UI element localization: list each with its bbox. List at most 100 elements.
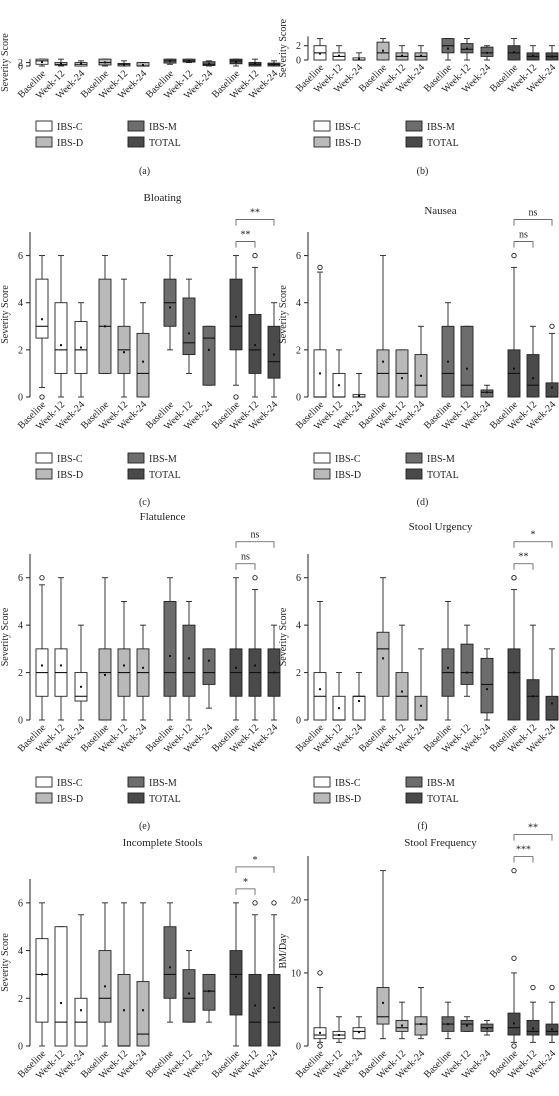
box-IBS-C-0 xyxy=(313,264,327,398)
box-mean xyxy=(358,57,360,60)
box-body xyxy=(229,950,243,1016)
y-tick-label: 2 xyxy=(296,41,301,52)
significance-label: ns xyxy=(519,230,528,241)
legend: IBS-C IBS-M IBS-D TOTAL xyxy=(35,452,181,481)
y-axis-label: Severity Score xyxy=(278,285,289,344)
box-IBS-M-1 xyxy=(182,950,196,1023)
box-IBS-D-1 xyxy=(117,600,131,721)
legend-label: IBS-M xyxy=(149,454,177,465)
box-body xyxy=(163,600,177,697)
box-mean xyxy=(401,1024,403,1027)
box-mean xyxy=(235,315,237,318)
legend-swatch xyxy=(127,136,145,148)
box-IBS-M-1 xyxy=(460,38,474,61)
box-mean xyxy=(358,700,360,703)
y-tick-label: 2 xyxy=(18,345,23,356)
significance-bracket: ns xyxy=(235,530,275,548)
box-body xyxy=(182,297,196,356)
box-IBS-C-2 xyxy=(74,624,88,721)
box-mean xyxy=(420,704,422,707)
significance-label: ns xyxy=(251,530,260,541)
box-IBS-D-0 xyxy=(376,577,390,721)
y-tick-label: 0 xyxy=(296,393,301,404)
box-mean xyxy=(188,60,190,63)
bracket-line xyxy=(513,541,553,548)
significance-bracket: ns xyxy=(513,208,553,226)
box-mean xyxy=(382,49,384,52)
box-mean xyxy=(551,1028,553,1031)
box-IBS-C-0 xyxy=(35,58,49,67)
box-mean xyxy=(104,61,106,64)
box-IBS-D-2 xyxy=(414,45,428,61)
outlier-point xyxy=(39,394,45,400)
box-mean xyxy=(273,671,275,674)
legend-swatch xyxy=(313,776,331,788)
box-IBS-D-0 xyxy=(98,577,112,721)
box-IBS-D-0 xyxy=(98,255,112,374)
legend-label: IBS-C xyxy=(335,778,361,789)
box-mean xyxy=(254,344,256,347)
y-tick-label: 0 xyxy=(18,716,23,727)
box-mean xyxy=(382,657,384,660)
box-TOTAL-2 xyxy=(545,45,559,61)
box-IBS-D-1 xyxy=(395,349,409,398)
box-body xyxy=(480,389,494,398)
box-mean xyxy=(123,664,125,667)
box-IBS-D-2 xyxy=(136,902,150,1047)
legend-swatch xyxy=(313,120,331,132)
box-body xyxy=(202,325,216,386)
box-mean xyxy=(104,325,106,328)
box-TOTAL-1 xyxy=(248,900,262,1047)
box-mean xyxy=(532,377,534,380)
outlier-point xyxy=(530,984,536,991)
box-mean xyxy=(41,973,43,976)
box-mean xyxy=(169,966,171,969)
box-IBS-M-0 xyxy=(163,577,177,721)
y-tick-label: 4 xyxy=(18,621,23,632)
legend-swatch xyxy=(405,468,423,480)
panel-caption: (f) xyxy=(418,821,428,832)
box-mean xyxy=(60,344,62,347)
box-TOTAL-1 xyxy=(248,575,262,721)
box-IBS-M-2 xyxy=(202,325,216,386)
box-body xyxy=(136,332,150,398)
legend-label: IBS-C xyxy=(335,122,361,133)
box-IBS-D-2 xyxy=(136,62,150,67)
box-mean xyxy=(235,666,237,669)
box-mean xyxy=(447,1023,449,1026)
y-tick-label: 10 xyxy=(291,968,301,979)
y-tick-label: 2 xyxy=(296,345,301,356)
chart-panel-h: Stool Frequency01020BM/DayBaselineWeek-1… xyxy=(278,823,559,1081)
box-IBS-M-0 xyxy=(163,255,177,351)
chart-title: Incomplete Stools xyxy=(123,837,203,849)
box-body xyxy=(182,969,196,1023)
box-IBS-M-1 xyxy=(182,58,196,64)
box-mean xyxy=(273,1006,275,1009)
box-TOTAL-1 xyxy=(248,252,262,398)
box-TOTAL-1 xyxy=(526,45,540,61)
significance-label: ** xyxy=(241,230,251,241)
box-body xyxy=(248,314,262,374)
box-IBS-D-2 xyxy=(136,624,150,721)
box-mean xyxy=(532,1027,534,1030)
y-tick-label: 4 xyxy=(296,298,301,309)
legend-swatch xyxy=(127,792,145,804)
y-tick-label: 4 xyxy=(18,946,23,957)
box-body xyxy=(267,325,281,379)
box-IBS-D-1 xyxy=(117,60,131,67)
significance-bracket: *** xyxy=(513,845,534,863)
box-IBS-C-1 xyxy=(54,58,68,67)
box-IBS-D-0 xyxy=(376,38,390,61)
box-mean xyxy=(338,384,340,387)
box-TOTAL-0 xyxy=(507,575,521,721)
bracket-line xyxy=(235,219,275,226)
box-IBS-C-0 xyxy=(313,970,327,1049)
box-mean xyxy=(551,386,553,389)
box-mean xyxy=(551,702,553,705)
outlier-point xyxy=(511,575,517,581)
legend-swatch xyxy=(405,136,423,148)
box-mean xyxy=(104,673,106,676)
box-mean xyxy=(382,360,384,363)
box-mean xyxy=(273,353,275,356)
